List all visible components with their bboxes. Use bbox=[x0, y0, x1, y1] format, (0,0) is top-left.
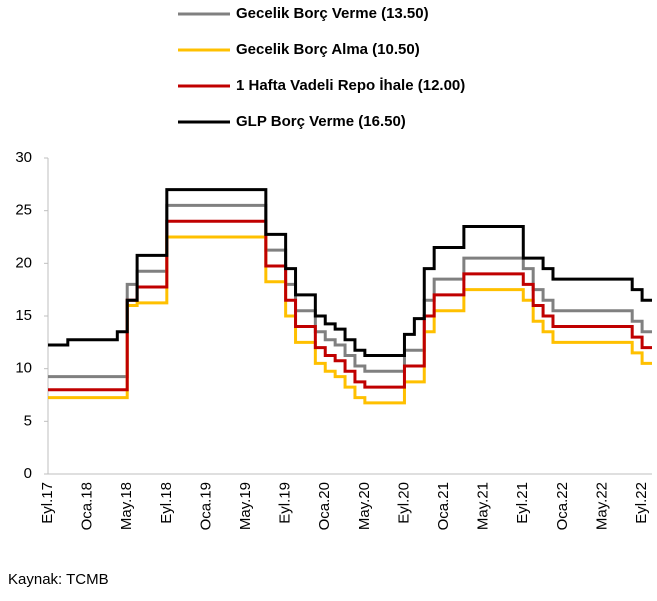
x-tick-label: May.21 bbox=[475, 482, 492, 530]
y-tick-label: 15 bbox=[15, 307, 32, 324]
x-tick-label: May.20 bbox=[356, 482, 373, 530]
x-tick-label: Eyl.22 bbox=[633, 482, 650, 524]
legend-label: Gecelik Borç Verme (13.50) bbox=[236, 5, 429, 22]
series-line bbox=[48, 235, 652, 405]
x-tick-label: May.19 bbox=[237, 482, 254, 530]
x-tick-label: Eyl.20 bbox=[395, 482, 412, 524]
x-tick-label: Oca.22 bbox=[554, 482, 571, 530]
x-tick-label: May.18 bbox=[118, 482, 135, 530]
x-tick-label: Eyl.21 bbox=[514, 482, 531, 524]
legend-label: GLP Borç Verme (16.50) bbox=[236, 113, 406, 130]
y-tick-label: 0 bbox=[24, 465, 32, 482]
y-tick-label: 20 bbox=[15, 254, 32, 271]
series-line bbox=[48, 203, 652, 379]
y-tick-label: 25 bbox=[15, 202, 32, 219]
x-tick-label: Eyl.19 bbox=[277, 482, 294, 524]
series-line bbox=[48, 188, 652, 357]
x-tick-label: Eyl.17 bbox=[39, 482, 56, 524]
legend-label: Gecelik Borç Alma (10.50) bbox=[236, 41, 420, 58]
series-line bbox=[48, 219, 652, 392]
x-tick-label: Oca.18 bbox=[79, 482, 96, 530]
x-tick-label: Oca.21 bbox=[435, 482, 452, 530]
y-tick-label: 30 bbox=[15, 149, 32, 166]
x-tick-label: Eyl.18 bbox=[158, 482, 175, 524]
x-tick-label: Oca.19 bbox=[197, 482, 214, 530]
x-tick-label: Oca.20 bbox=[316, 482, 333, 530]
legend-label: 1 Hafta Vadeli Repo İhale (12.00) bbox=[236, 77, 465, 94]
y-tick-label: 10 bbox=[15, 360, 32, 377]
source: Kaynak: TCMB bbox=[8, 571, 109, 588]
x-tick-label: May.22 bbox=[593, 482, 610, 530]
y-tick-label: 5 bbox=[24, 412, 32, 429]
